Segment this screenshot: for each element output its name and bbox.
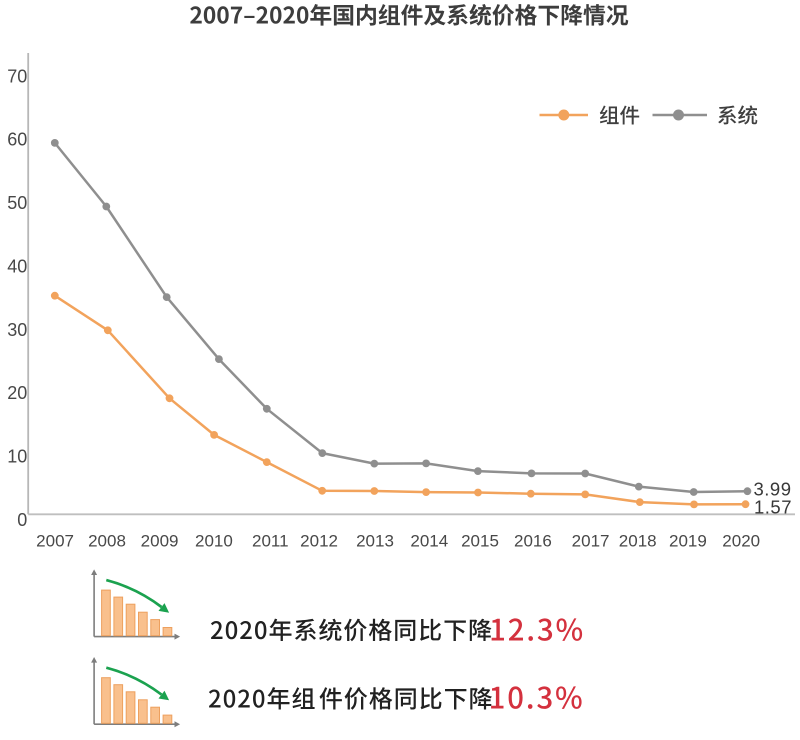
svg-text:2009: 2009 — [141, 531, 179, 550]
svg-text:1.57: 1.57 — [754, 497, 792, 518]
svg-text:2008: 2008 — [88, 531, 126, 550]
svg-text:3.99: 3.99 — [754, 478, 792, 499]
svg-text:20: 20 — [7, 383, 27, 403]
svg-text:2018: 2018 — [619, 531, 657, 550]
svg-text:2016: 2016 — [514, 531, 552, 550]
svg-text:2010: 2010 — [195, 531, 233, 550]
svg-text:2011: 2011 — [252, 531, 289, 550]
svg-text:2019: 2019 — [669, 531, 707, 550]
svg-text:30: 30 — [7, 320, 27, 340]
svg-text:2020: 2020 — [722, 531, 760, 550]
svg-text:0: 0 — [17, 510, 27, 530]
svg-text:2007: 2007 — [36, 531, 74, 550]
svg-text:2013: 2013 — [356, 531, 394, 550]
svg-text:2015: 2015 — [461, 531, 499, 550]
svg-text:40: 40 — [7, 256, 27, 276]
svg-text:50: 50 — [7, 193, 27, 213]
svg-text:60: 60 — [7, 130, 27, 150]
svg-text:2014: 2014 — [410, 531, 448, 550]
svg-text:10: 10 — [7, 447, 27, 467]
svg-text:2012: 2012 — [300, 531, 338, 550]
svg-text:2017: 2017 — [572, 531, 610, 550]
svg-text:70: 70 — [7, 66, 27, 86]
